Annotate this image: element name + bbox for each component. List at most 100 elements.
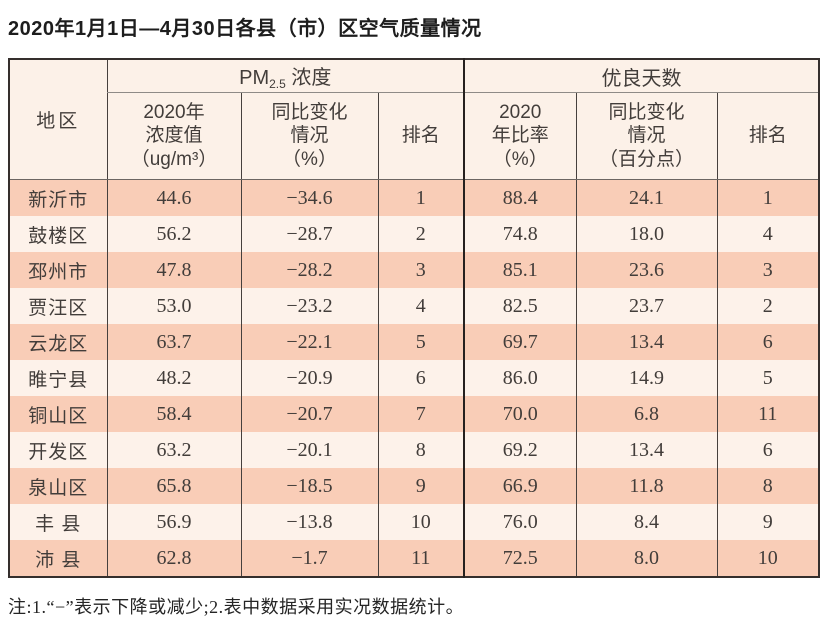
value-cell: 6	[377, 360, 464, 396]
pm-subscript: 2.5	[269, 77, 286, 91]
table-row: 泉山区 65.8 −18.5 9 66.9 11.8 8	[9, 468, 820, 504]
air-quality-table: 地区 PM2.5 浓度 优良天数 2020年 浓度值 （ug/m³） 同比变化 …	[8, 58, 821, 578]
value-cell: 9	[716, 504, 820, 540]
header-group-row: 地区 PM2.5 浓度 优良天数	[9, 59, 820, 180]
header-sub-row: 2020年 浓度值 （ug/m³） 同比变化 情况 （%） 排名 2020 年比…	[9, 92, 820, 180]
value-cell: 56.2	[106, 216, 241, 252]
value-cell: −22.1	[240, 324, 378, 360]
value-cell: −20.9	[240, 360, 378, 396]
page-title: 2020年1月1日—4月30日各县（市）区空气质量情况	[8, 18, 482, 40]
value-cell: 48.2	[106, 360, 241, 396]
value-cell: 86.0	[463, 360, 576, 396]
value-cell: 58.4	[106, 396, 241, 432]
value-cell: −1.7	[240, 540, 378, 577]
region-cell: 贾汪区	[9, 288, 107, 324]
value-cell: 4	[377, 288, 464, 324]
value-cell: 82.5	[463, 288, 576, 324]
value-cell: 4	[716, 216, 820, 252]
value-cell: 47.8	[106, 252, 241, 288]
value-cell: −23.2	[240, 288, 378, 324]
value-cell: 62.8	[106, 540, 241, 577]
value-cell: −20.7	[240, 396, 378, 432]
table-row: 铜山区 58.4 −20.7 7 70.0 6.8 11	[9, 396, 820, 432]
value-cell: 6	[716, 324, 820, 360]
header-gooddays-rank: 排名	[716, 92, 820, 180]
table-row: 开发区 63.2 −20.1 8 69.2 13.4 6	[9, 432, 820, 468]
region-cell: 新沂市	[9, 179, 107, 216]
value-cell: 18.0	[575, 216, 717, 252]
footnote: 注:1.“−”表示下降或减少;2.表中数据采用实况数据统计。	[8, 597, 465, 617]
value-cell: 88.4	[463, 179, 576, 216]
value-cell: 10	[377, 504, 464, 540]
region-cell: 泉山区	[9, 468, 107, 504]
value-cell: 2	[377, 216, 464, 252]
value-cell: 10	[716, 540, 820, 577]
table-row: 云龙区 63.7 −22.1 5 69.7 13.4 6	[9, 324, 820, 360]
region-cell: 铜山区	[9, 396, 107, 432]
value-cell: 65.8	[106, 468, 241, 504]
header-group-good-days: 优良天数	[462, 59, 820, 93]
value-cell: 1	[377, 179, 464, 216]
value-cell: 8.4	[575, 504, 717, 540]
header-group-pm25: PM2.5 浓度	[106, 59, 464, 93]
value-cell: 8.0	[575, 540, 717, 577]
region-cell: 开发区	[9, 432, 107, 468]
header-pm-concentration: 2020年 浓度值 （ug/m³）	[106, 92, 241, 180]
value-cell: 9	[377, 468, 464, 504]
region-cell: 云龙区	[9, 324, 107, 360]
value-cell: 3	[716, 252, 820, 288]
value-cell: 23.7	[575, 288, 717, 324]
pm-label: PM	[239, 67, 270, 89]
value-cell: −34.6	[240, 179, 378, 216]
value-cell: 63.2	[106, 432, 241, 468]
value-cell: 14.9	[575, 360, 717, 396]
table-row: 新沂市 44.6 −34.6 1 88.4 24.1 1	[9, 179, 820, 216]
value-cell: 63.7	[106, 324, 241, 360]
value-cell: −28.2	[240, 252, 378, 288]
value-cell: 6.8	[575, 396, 717, 432]
value-cell: 5	[716, 360, 820, 396]
table-header: 地区 PM2.5 浓度 优良天数 2020年 浓度值 （ug/m³） 同比变化 …	[9, 59, 820, 180]
table-row: 沛 县 62.8 −1.7 11 72.5 8.0 10	[9, 540, 820, 577]
table-row: 睢宁县 48.2 −20.9 6 86.0 14.9 5	[9, 360, 820, 396]
value-cell: 24.1	[575, 179, 717, 216]
value-cell: 11	[377, 540, 464, 577]
table-body: 新沂市 44.6 −34.6 1 88.4 24.1 1 鼓楼区 56.2 −28.7 2 74.8 1…	[9, 179, 820, 577]
value-cell: 8	[377, 432, 464, 468]
table-row: 丰 县 56.9 −13.8 10 76.0 8.4 9	[9, 504, 820, 540]
table-row: 邳州市 47.8 −28.2 3 85.1 23.6 3	[9, 252, 820, 288]
value-cell: 23.6	[575, 252, 717, 288]
value-cell: 2	[716, 288, 820, 324]
value-cell: 5	[377, 324, 464, 360]
value-cell: 11	[716, 396, 820, 432]
value-cell: 7	[377, 396, 464, 432]
header-gooddays-yoy-change: 同比变化 情况 （百分点）	[575, 92, 717, 180]
value-cell: 8	[716, 468, 820, 504]
header-pm-yoy-change: 同比变化 情况 （%）	[240, 92, 378, 180]
pm-suffix-label: 浓度	[285, 67, 332, 89]
value-cell: 76.0	[463, 504, 576, 540]
region-cell: 丰 县	[9, 504, 107, 540]
region-cell: 睢宁县	[9, 360, 107, 396]
value-cell: 74.8	[463, 216, 576, 252]
value-cell: 1	[716, 179, 820, 216]
value-cell: 13.4	[575, 432, 717, 468]
value-cell: 13.4	[575, 324, 717, 360]
value-cell: 6	[716, 432, 820, 468]
value-cell: 69.2	[463, 432, 576, 468]
value-cell: 56.9	[106, 504, 241, 540]
header-gooddays-ratio: 2020 年比率 （%）	[463, 92, 576, 180]
region-cell: 邳州市	[9, 252, 107, 288]
value-cell: 3	[377, 252, 464, 288]
region-cell: 鼓楼区	[9, 216, 107, 252]
value-cell: 72.5	[463, 540, 576, 577]
value-cell: 69.7	[463, 324, 576, 360]
table-row: 鼓楼区 56.2 −28.7 2 74.8 18.0 4	[9, 216, 820, 252]
value-cell: −28.7	[240, 216, 378, 252]
value-cell: −13.8	[240, 504, 378, 540]
value-cell: 70.0	[463, 396, 576, 432]
value-cell: 44.6	[106, 179, 241, 216]
value-cell: 85.1	[463, 252, 576, 288]
header-pm-rank: 排名	[377, 92, 464, 180]
